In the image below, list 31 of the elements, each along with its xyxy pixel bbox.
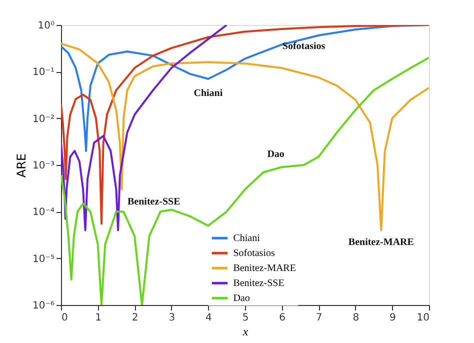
y-tick-label: 10⁰	[38, 20, 54, 32]
annotation: Benitez-SSE	[127, 196, 181, 208]
annotation: Benitez-MARE	[348, 237, 414, 248]
y-tick-label: 10⁻³	[32, 160, 54, 172]
x-tick-label: 1	[95, 312, 102, 324]
y-tick-label: 10⁻⁵	[32, 254, 54, 265]
x-tick-label: 0	[62, 312, 68, 324]
x-tick-label: 5	[242, 312, 249, 324]
legend-label: Sofotasios	[233, 248, 275, 260]
x-tick-label: 4	[206, 312, 212, 324]
x-tick-label: 6	[279, 312, 286, 324]
annotation: Chiani	[194, 88, 223, 99]
x-axis-title: x	[242, 324, 249, 338]
x-tick-label: 10	[416, 312, 430, 324]
legend-label: Benitez-SSE	[233, 278, 284, 290]
y-tick-label: 10⁻²	[32, 114, 54, 125]
legend-label: Benitez-MARE	[233, 263, 296, 274]
legend-label: Dao	[233, 293, 250, 304]
line-series	[61, 25, 228, 232]
annotation: Dao	[267, 149, 284, 160]
y-tick-label: 10⁻¹	[32, 67, 54, 78]
x-tick-label: 3	[168, 312, 176, 324]
annotation: Sofotasios	[282, 41, 326, 52]
x-tick-label: 7	[316, 312, 322, 324]
x-tick-label: 2	[132, 312, 138, 324]
y-tick-label: 10⁻⁴	[32, 207, 54, 218]
legend-label: Chiani	[233, 233, 260, 244]
x-tick-label: 9	[390, 312, 396, 324]
y-tick-label: 10⁻⁶	[32, 300, 54, 312]
x-tick-label: 8	[352, 312, 360, 324]
y-axis-title: ARE	[14, 153, 28, 178]
